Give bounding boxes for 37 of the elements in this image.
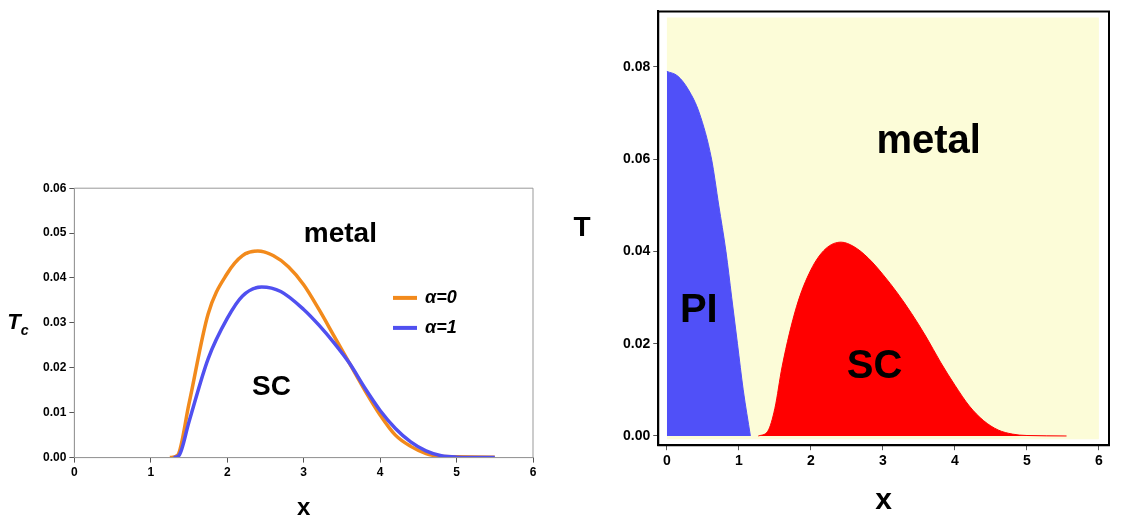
x-axis-title: x bbox=[875, 482, 893, 516]
x-tick-label: 0 bbox=[71, 465, 79, 480]
y-tick-label: 0.04 bbox=[43, 270, 67, 285]
y-axis-title: T bbox=[573, 211, 591, 243]
annotation: SC bbox=[846, 342, 903, 387]
x-tick-label: 0 bbox=[662, 452, 671, 469]
x-tick-label: 2 bbox=[223, 465, 231, 480]
y-tick-label: 0.08 bbox=[623, 57, 651, 74]
x-tick-label: 5 bbox=[1023, 452, 1032, 469]
x-tick-label: 3 bbox=[300, 465, 308, 480]
y-tick-label: 0.06 bbox=[43, 180, 67, 195]
annotation: SC bbox=[252, 370, 292, 402]
x-tick-label: 6 bbox=[529, 465, 537, 480]
y-tick-label: 0.00 bbox=[623, 426, 651, 443]
annotation: PI bbox=[679, 285, 718, 330]
band-label: metal bbox=[876, 116, 981, 161]
x-tick-label: 4 bbox=[951, 452, 960, 469]
y-tick-label: 0.05 bbox=[43, 225, 67, 240]
y-tick-label: 0.03 bbox=[43, 315, 67, 330]
annotation: metal bbox=[303, 216, 377, 248]
y-tick-label: 0.00 bbox=[43, 449, 67, 464]
y-tick-label: 0.04 bbox=[623, 242, 651, 259]
y-tick-label: 0.02 bbox=[623, 334, 651, 351]
x-tick-label: 3 bbox=[879, 452, 888, 469]
x-tick-label: 1 bbox=[735, 452, 743, 469]
line-series bbox=[171, 285, 497, 458]
x-tick-label: 2 bbox=[807, 452, 815, 469]
y-tick-label: 0.01 bbox=[43, 405, 67, 420]
x-tick-label: 1 bbox=[147, 465, 155, 480]
y-tick-label: 0.02 bbox=[43, 360, 67, 375]
legend-label: α=1 bbox=[425, 316, 457, 337]
x-axis-title: x bbox=[297, 492, 311, 520]
y-tick-label: 0.06 bbox=[623, 149, 651, 166]
legend-label: α=0 bbox=[425, 286, 457, 307]
x-tick-label: 5 bbox=[453, 465, 461, 480]
x-tick-label: 6 bbox=[1095, 452, 1104, 469]
x-tick-label: 4 bbox=[376, 465, 384, 480]
